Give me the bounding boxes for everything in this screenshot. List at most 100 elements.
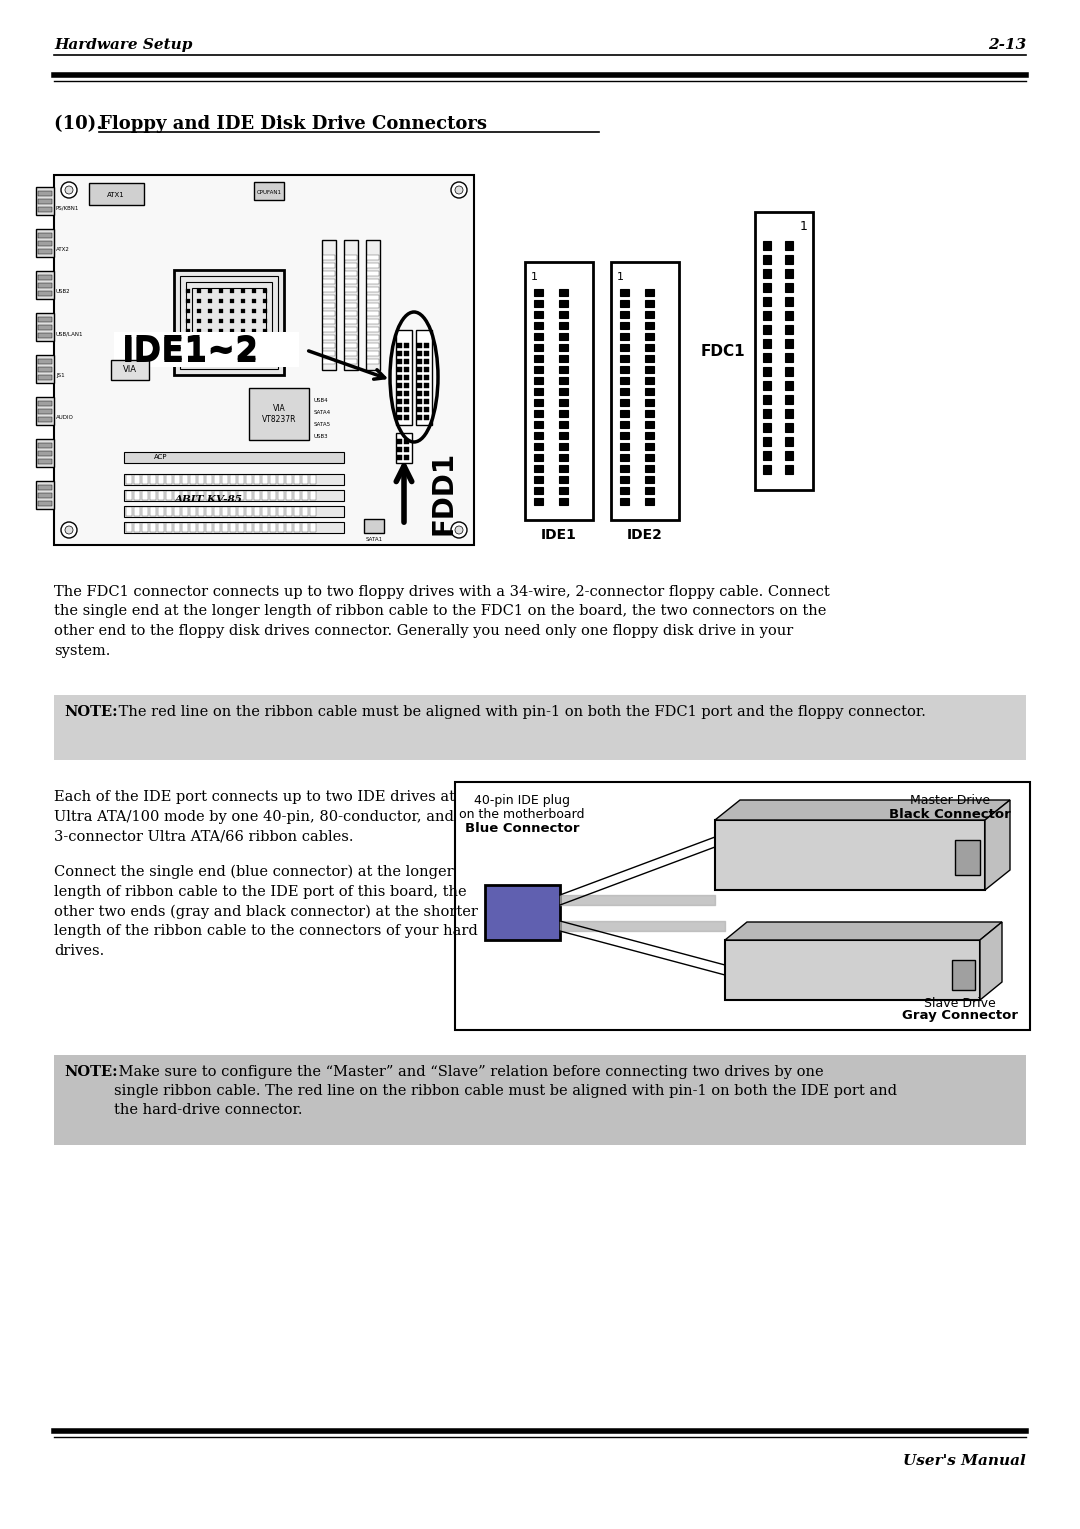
Bar	[559, 443, 568, 450]
Bar	[254, 182, 284, 200]
Bar	[417, 414, 422, 420]
Text: IDE1~2: IDE1~2	[122, 335, 259, 368]
Bar	[345, 255, 357, 260]
Bar	[158, 491, 164, 500]
Bar	[38, 485, 52, 489]
Bar	[197, 309, 201, 313]
Bar	[262, 523, 268, 532]
Bar	[158, 508, 164, 515]
Bar	[302, 491, 308, 500]
Bar	[645, 365, 654, 373]
Bar	[762, 283, 771, 292]
Bar	[323, 327, 335, 332]
Bar	[264, 300, 267, 303]
Bar	[230, 300, 234, 303]
Bar	[264, 349, 267, 353]
Bar	[38, 367, 52, 372]
Bar	[183, 491, 188, 500]
Bar	[208, 349, 212, 353]
Bar	[206, 508, 212, 515]
Bar	[214, 491, 220, 500]
Bar	[38, 333, 52, 338]
Bar	[38, 232, 52, 239]
Bar	[762, 451, 771, 460]
Bar	[417, 367, 422, 372]
Bar	[286, 508, 292, 515]
Bar	[762, 437, 771, 446]
Bar	[396, 433, 411, 463]
Bar	[534, 378, 543, 384]
Bar	[762, 326, 771, 333]
Bar	[955, 839, 980, 875]
Bar	[302, 476, 308, 485]
Bar	[252, 359, 256, 362]
Bar	[141, 508, 148, 515]
Bar	[367, 342, 379, 349]
Bar	[404, 342, 409, 349]
Bar	[286, 491, 292, 500]
Bar	[397, 342, 402, 349]
Bar	[208, 320, 212, 323]
Bar	[252, 349, 256, 353]
Bar	[158, 523, 164, 532]
Bar	[241, 339, 245, 342]
Bar	[620, 498, 629, 505]
Text: SATA1: SATA1	[365, 537, 382, 541]
Bar	[230, 508, 237, 515]
Bar	[141, 476, 148, 485]
Bar	[762, 367, 771, 376]
Bar	[124, 453, 345, 463]
Bar	[230, 349, 234, 353]
Bar	[762, 339, 771, 349]
Bar	[645, 344, 654, 352]
Circle shape	[65, 187, 73, 194]
Bar	[404, 359, 409, 364]
Bar	[534, 289, 543, 297]
Bar	[345, 271, 357, 277]
Bar	[262, 476, 268, 485]
Bar	[323, 335, 335, 339]
Bar	[534, 476, 543, 483]
Bar	[246, 476, 252, 485]
Bar	[241, 329, 245, 333]
Bar	[397, 414, 402, 420]
Bar	[645, 323, 654, 329]
Bar	[158, 476, 164, 485]
Bar	[38, 242, 52, 246]
Bar	[645, 300, 654, 307]
Text: Hardware Setup: Hardware Setup	[54, 38, 192, 52]
Polygon shape	[985, 800, 1010, 890]
Bar	[222, 491, 228, 500]
Text: Master Drive: Master Drive	[910, 794, 990, 807]
Bar	[785, 394, 793, 404]
Bar	[246, 523, 252, 532]
Bar	[417, 359, 422, 364]
Bar	[310, 491, 316, 500]
Bar	[190, 508, 195, 515]
Bar	[38, 199, 52, 203]
Bar	[54, 1055, 1026, 1145]
Bar	[241, 289, 245, 294]
Bar	[559, 465, 568, 472]
Bar	[367, 335, 379, 339]
Bar	[404, 391, 409, 396]
Bar	[559, 323, 568, 329]
Bar	[345, 359, 357, 364]
Bar	[620, 365, 629, 373]
Bar	[38, 408, 52, 414]
Bar	[206, 523, 212, 532]
Bar	[534, 454, 543, 462]
Bar	[559, 498, 568, 505]
Bar	[785, 424, 793, 433]
Bar	[264, 329, 267, 333]
Bar	[38, 417, 52, 422]
Bar	[534, 433, 543, 439]
Bar	[174, 508, 180, 515]
Bar	[620, 355, 629, 362]
Bar	[174, 491, 180, 500]
Bar	[278, 523, 284, 532]
Bar	[397, 399, 402, 404]
Bar	[198, 523, 204, 532]
Text: PS/KBN1: PS/KBN1	[56, 205, 79, 209]
Bar	[230, 329, 234, 333]
